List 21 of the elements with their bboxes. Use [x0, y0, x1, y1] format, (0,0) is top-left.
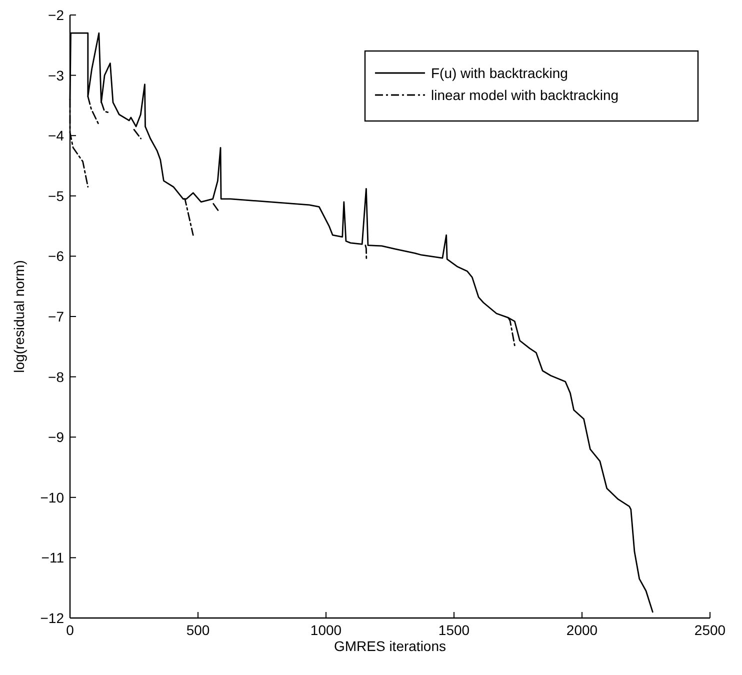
y-tick-label: −7 [48, 308, 64, 324]
x-tick-label: 2500 [694, 622, 726, 638]
y-tick-label: −6 [48, 248, 64, 264]
x-axis-title: GMRES iterations [334, 638, 446, 654]
y-tick-label: −5 [48, 188, 64, 204]
y-tick-label: −12 [40, 610, 64, 626]
legend-label: F(u) with backtracking [431, 65, 568, 81]
x-tick-label: 0 [66, 622, 74, 638]
y-tick-label: −10 [40, 489, 64, 506]
y-axis-title: log(residual norm) [11, 260, 27, 373]
y-tick-label: −4 [48, 128, 64, 144]
x-tick-label: 1500 [438, 622, 470, 638]
legend-label: linear model with backtracking [431, 87, 619, 103]
y-tick-label: −2 [48, 7, 64, 23]
x-tick-label: 2000 [566, 622, 598, 638]
x-tick-label: 1000 [310, 622, 342, 638]
x-tick-label: 500 [186, 622, 210, 638]
y-tick-label: −8 [48, 368, 64, 385]
y-tick-label: −11 [41, 550, 64, 566]
y-tick-label: −9 [48, 429, 64, 446]
y-tick-label: −3 [48, 67, 64, 84]
